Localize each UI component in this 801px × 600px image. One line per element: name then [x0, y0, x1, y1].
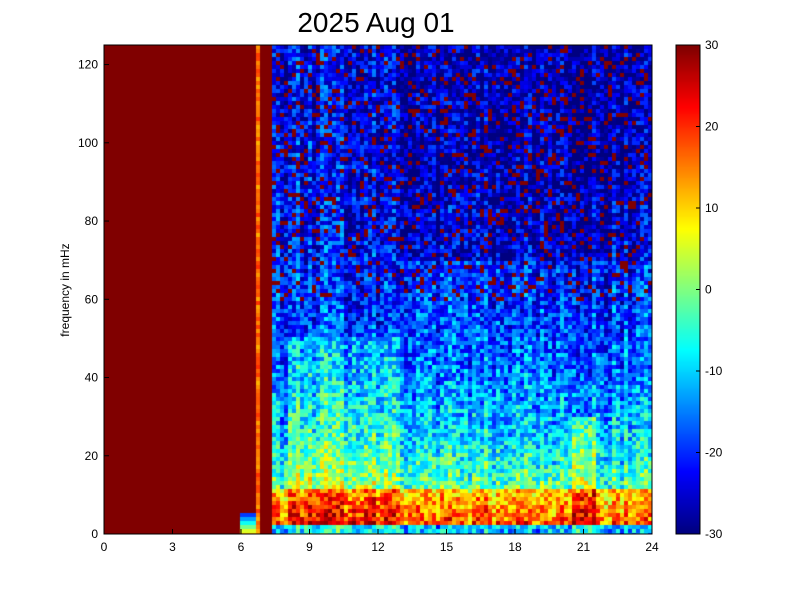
- x-tick-label: 6: [238, 540, 245, 554]
- colorbar: 30 20 10 0 -10 -20 -30: [675, 38, 723, 541]
- y-tick-label: 20: [85, 449, 99, 463]
- spectrogram-heatmap: [104, 45, 652, 534]
- colorbar-tick-label: -20: [705, 446, 723, 460]
- x-tick-label: 18: [508, 540, 522, 554]
- y-axis: 0 20 40 60 80 100 120: [78, 58, 109, 541]
- y-tick-label: 120: [78, 58, 98, 72]
- x-tick-label: 24: [645, 540, 659, 554]
- x-tick-label: 12: [371, 540, 385, 554]
- x-tick-label: 15: [440, 540, 454, 554]
- x-tick-label: 0: [101, 540, 108, 554]
- heatmap-image: [104, 45, 652, 534]
- x-tick-label: 21: [577, 540, 591, 554]
- x-tick-label: 9: [306, 540, 313, 554]
- colorbar-tick-label: -10: [705, 364, 723, 378]
- chart-title: 2025 Aug 01: [297, 7, 454, 38]
- colorbar-tick-label: 0: [705, 283, 712, 297]
- colorbar-tick-label: 30: [705, 38, 719, 52]
- y-tick-label: 40: [85, 371, 99, 385]
- y-tick-label: 60: [85, 292, 99, 306]
- colorbar-tick-label: -30: [705, 527, 723, 541]
- y-axis-label: frequency in mHz: [58, 243, 72, 336]
- colorbar-tick-label: 10: [705, 201, 719, 215]
- x-tick-label: 3: [169, 540, 176, 554]
- y-tick-label: 100: [78, 136, 98, 150]
- y-tick-label: 80: [85, 214, 99, 228]
- x-axis: 0 3 6 9 12 15 18 21 24: [101, 529, 659, 554]
- colorbar-tick-label: 20: [705, 120, 719, 134]
- y-tick-label: 0: [91, 527, 98, 541]
